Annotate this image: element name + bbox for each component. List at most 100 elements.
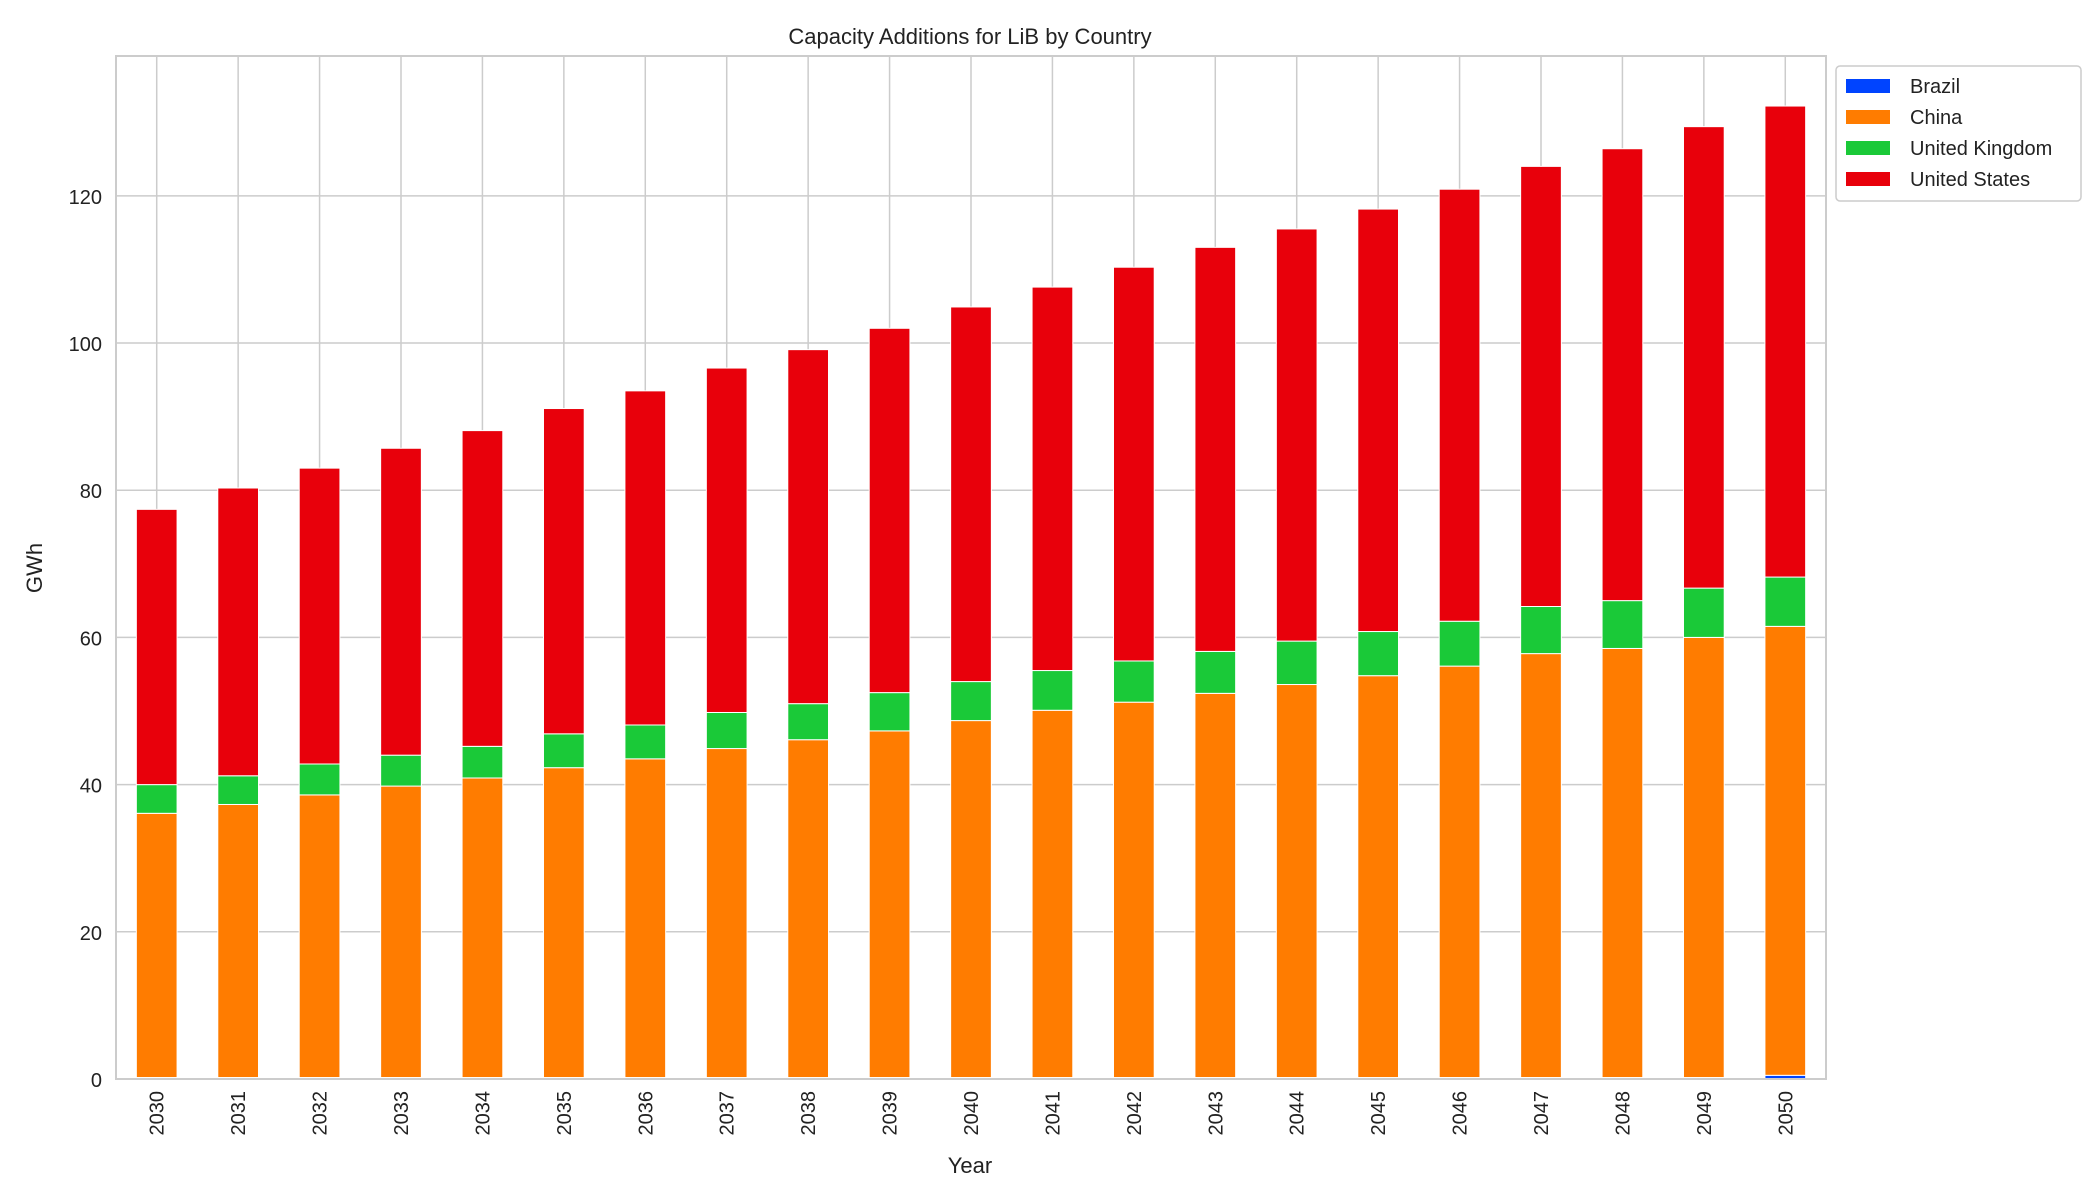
plot-frame — [115, 55, 1827, 1080]
x-tick-label: 2040 — [961, 1091, 983, 1136]
bar-segment — [1683, 587, 1725, 638]
x-tick-label: 2035 — [554, 1091, 576, 1136]
bar-segment — [543, 767, 585, 1079]
bar-segment — [1601, 647, 1644, 1079]
bar-segment — [543, 733, 585, 769]
bar-segment — [380, 754, 422, 787]
bar-segment — [135, 812, 178, 1079]
legend-label: Brazil — [1910, 76, 1960, 98]
x-tick-label: 2032 — [310, 1091, 332, 1136]
bar-segment — [380, 785, 422, 1079]
y-tick-label: 60 — [80, 628, 102, 650]
bar-segment — [1764, 105, 1807, 578]
bar-segment — [217, 803, 260, 1079]
bar-segment — [950, 720, 992, 1079]
legend-label: United States — [1910, 169, 2030, 191]
bar-segment — [1275, 640, 1318, 686]
chart-title: Capacity Additions for LiB by Country — [788, 24, 1151, 49]
bar-segment — [950, 681, 992, 722]
bar-segment — [1275, 228, 1318, 642]
bar-segment — [1601, 148, 1644, 602]
bar-segment — [705, 367, 748, 713]
bar-segment — [217, 487, 260, 777]
x-tick-label: 2039 — [880, 1091, 902, 1136]
x-tick-label: 2034 — [472, 1091, 494, 1136]
x-tick-label: 2046 — [1450, 1091, 1472, 1136]
x-tick-label: 2044 — [1287, 1091, 1309, 1136]
bar-segment — [298, 794, 341, 1079]
bar-segment — [705, 748, 748, 1079]
bar-segment — [787, 703, 829, 741]
bar-segment — [1194, 246, 1237, 652]
bar-segment — [1683, 126, 1725, 589]
legend-swatch — [1846, 141, 1890, 155]
legend-swatch — [1846, 79, 1890, 93]
bar-segment — [461, 745, 504, 779]
legend: Brazil China United Kingdom United States — [1835, 65, 2082, 202]
bar-segment — [787, 739, 829, 1079]
y-tick-label: 0 — [91, 1070, 102, 1092]
x-tick-label: 2041 — [1042, 1091, 1064, 1136]
bar-segment — [868, 730, 911, 1079]
bar-segment — [1438, 620, 1481, 667]
bar-segment — [1357, 631, 1400, 677]
bar-segment — [1764, 625, 1807, 1076]
bar-segment — [624, 758, 667, 1079]
x-tick-label: 2047 — [1531, 1091, 1553, 1136]
bar-segment — [461, 777, 504, 1079]
bar-segment — [135, 784, 178, 814]
bar-segment — [1275, 684, 1318, 1079]
y-axis-ticks: 0 20 40 60 80 100 120 — [69, 187, 102, 1092]
x-axis-ticks: 2030 2031 2032 2033 2034 2035 2036 2037 2038 2039… — [147, 1091, 1798, 1136]
legend-label: China — [1910, 107, 1963, 129]
legend-swatch — [1846, 110, 1890, 124]
bar-segment — [1357, 675, 1400, 1079]
bar-segment — [217, 775, 260, 805]
bar-segment — [624, 724, 667, 760]
y-axis-label: GWh — [22, 543, 47, 593]
y-tick-label: 100 — [69, 334, 102, 356]
bar-segment — [1520, 606, 1562, 655]
bar-segment — [1520, 165, 1562, 608]
bar-segment — [298, 467, 341, 765]
bar-segment — [1031, 286, 1074, 672]
x-axis-label: Year — [948, 1153, 992, 1178]
y-tick-label: 80 — [80, 481, 102, 503]
x-tick-label: 2045 — [1368, 1091, 1390, 1136]
x-tick-label: 2037 — [717, 1091, 739, 1136]
bar-segment — [1194, 692, 1237, 1079]
bar-segment — [950, 306, 992, 683]
bar-segment — [461, 430, 504, 747]
bar-segment — [135, 508, 178, 786]
bar-segment — [1438, 665, 1481, 1079]
x-tick-label: 2042 — [1124, 1091, 1146, 1136]
bar-segment — [1601, 600, 1644, 649]
legend-label: United Kingdom — [1910, 138, 2052, 160]
x-tick-label: 2038 — [798, 1091, 820, 1136]
x-tick-label: 2048 — [1612, 1091, 1634, 1136]
bar-segment — [787, 349, 829, 705]
x-tick-label: 2036 — [635, 1091, 657, 1136]
y-tick-label: 40 — [80, 776, 102, 798]
y-tick-label: 120 — [69, 187, 102, 209]
legend-swatch — [1846, 172, 1890, 186]
bar-segment — [1520, 653, 1562, 1079]
bar-segment — [1031, 709, 1074, 1079]
bar-segment — [380, 447, 422, 756]
bar-segment — [298, 763, 341, 796]
x-tick-label: 2043 — [1205, 1091, 1227, 1136]
y-tick-label: 20 — [80, 923, 102, 945]
bar-segment — [1357, 208, 1400, 633]
bar-segment — [1438, 188, 1481, 622]
bar-segment — [1113, 266, 1155, 662]
x-tick-label: 2030 — [147, 1091, 169, 1136]
bar-segment — [1031, 670, 1074, 711]
bar-segment — [1113, 701, 1155, 1079]
x-tick-label: 2031 — [228, 1091, 250, 1136]
bar-segment — [1683, 636, 1725, 1079]
x-tick-label: 2033 — [391, 1091, 413, 1136]
bar-segment — [1113, 660, 1155, 703]
bar-segment — [868, 692, 911, 732]
legend-frame — [1835, 65, 2082, 202]
